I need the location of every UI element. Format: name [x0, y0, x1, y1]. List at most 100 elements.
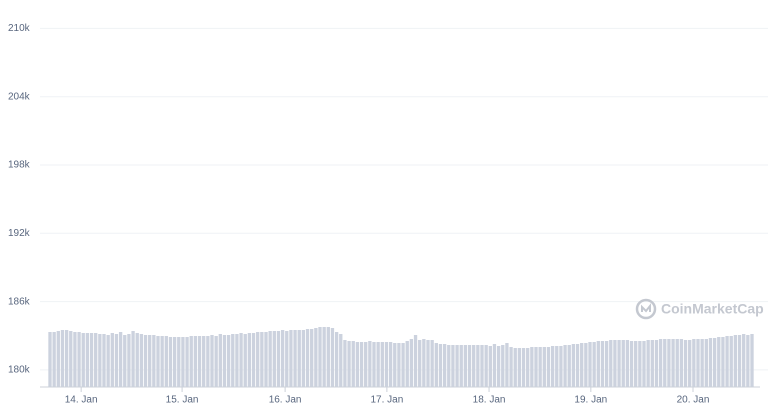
volume-bar: [56, 331, 60, 387]
volume-bar: [334, 332, 339, 387]
volume-bar: [156, 336, 160, 387]
volume-bar: [629, 341, 634, 387]
y-tick-label: 180k: [8, 365, 31, 376]
volume-bar: [106, 335, 110, 387]
volume-bar: [538, 347, 542, 387]
volume-bar: [409, 339, 414, 387]
volume-bar: [347, 341, 351, 387]
volume-bar: [206, 336, 210, 387]
volume-bar: [567, 345, 571, 387]
volume-bar: [247, 333, 252, 387]
volume-bar: [376, 342, 380, 387]
volume-bar: [98, 334, 102, 387]
volume-bar: [380, 342, 384, 387]
volume-bar: [235, 334, 239, 387]
volume-bar: [60, 330, 65, 387]
volume-bar: [725, 336, 729, 387]
volume-bar: [476, 345, 480, 387]
volume-bar: [742, 334, 746, 387]
volume-bar: [118, 332, 123, 387]
x-tick-label: 15. Jan: [166, 395, 199, 406]
volume-bar: [405, 341, 409, 387]
volume-bar: [160, 336, 164, 387]
volume-bar: [700, 339, 704, 387]
volume-bar: [326, 327, 330, 387]
volume-bar: [48, 332, 52, 387]
volume-bar: [314, 328, 318, 387]
volume-bar: [260, 332, 264, 387]
volume-bar: [222, 335, 227, 387]
volume-bar: [596, 341, 600, 387]
volume-bar: [442, 344, 447, 387]
volume-bar: [600, 341, 605, 387]
volume-bar: [139, 334, 144, 387]
volume-bar: [467, 345, 472, 387]
volume-bar: [355, 342, 360, 387]
volume-bar: [318, 327, 322, 387]
volume-bar: [609, 340, 613, 387]
volume-bar: [737, 335, 742, 387]
volume-bar: [164, 336, 168, 387]
volume-bar: [484, 345, 488, 387]
volume-bar: [750, 334, 754, 387]
watermark: CoinMarketCap: [661, 301, 764, 317]
volume-bar: [102, 334, 106, 387]
volume-bar: [422, 339, 426, 387]
volume-bar: [85, 333, 90, 387]
volume-bar: [177, 337, 181, 387]
volume-bar: [231, 334, 235, 387]
x-tick-label: 17. Jan: [370, 395, 403, 406]
volume-bar: [617, 340, 621, 387]
volume-bar: [721, 337, 725, 387]
y-tick-label: 198k: [8, 160, 31, 171]
volume-bar: [667, 339, 671, 387]
y-tick-label: 192k: [8, 228, 31, 239]
x-tick-label: 20. Jan: [677, 395, 710, 406]
volume-bar: [127, 334, 131, 387]
volume-bar: [152, 335, 156, 387]
volume-bar: [729, 336, 733, 387]
volume-bar: [264, 332, 268, 387]
volume-bar: [293, 330, 297, 387]
volume-bar: [542, 347, 546, 387]
volume-bar: [492, 344, 497, 387]
volume-bar: [280, 330, 285, 387]
volume-bar: [330, 328, 335, 387]
volume-bar: [73, 332, 77, 387]
volume-bar: [94, 333, 98, 387]
volume-bar: [64, 330, 69, 387]
volume-bar: [218, 334, 222, 387]
volume-bar: [517, 348, 522, 387]
y-tick-label: 186k: [8, 296, 31, 307]
volume-bar: [322, 327, 326, 387]
volume-bar: [625, 340, 630, 387]
y-tick-label: 210k: [8, 23, 31, 34]
volume-bar: [372, 342, 376, 387]
volume-bar: [671, 339, 675, 387]
volume-bar: [712, 338, 717, 387]
volume-bar: [505, 343, 509, 387]
volume-bar: [268, 331, 272, 387]
volume-bar: [696, 339, 700, 387]
volume-bar: [413, 335, 418, 387]
x-tick-label: 16. Jan: [269, 395, 302, 406]
volume-bar: [463, 345, 468, 387]
volume-bar: [434, 343, 438, 387]
volume-bar: [401, 343, 405, 387]
x-tick-label: 14. Jan: [65, 395, 98, 406]
volume-bar: [272, 331, 276, 387]
volume-bar: [301, 330, 306, 387]
x-tick-label: 18. Jan: [473, 395, 506, 406]
volume-bar: [359, 342, 364, 387]
volume-bar: [351, 341, 355, 387]
watermark-logo: [635, 298, 657, 320]
y-tick-label: 204k: [8, 91, 31, 102]
volume-bar: [168, 337, 173, 387]
volume-bar: [733, 335, 738, 387]
volume-bar: [692, 339, 696, 387]
volume-bar: [305, 329, 310, 387]
volume-bar: [289, 330, 293, 387]
volume-bar: [708, 338, 713, 387]
volume-bar: [534, 347, 538, 387]
volume-bar: [430, 340, 434, 387]
